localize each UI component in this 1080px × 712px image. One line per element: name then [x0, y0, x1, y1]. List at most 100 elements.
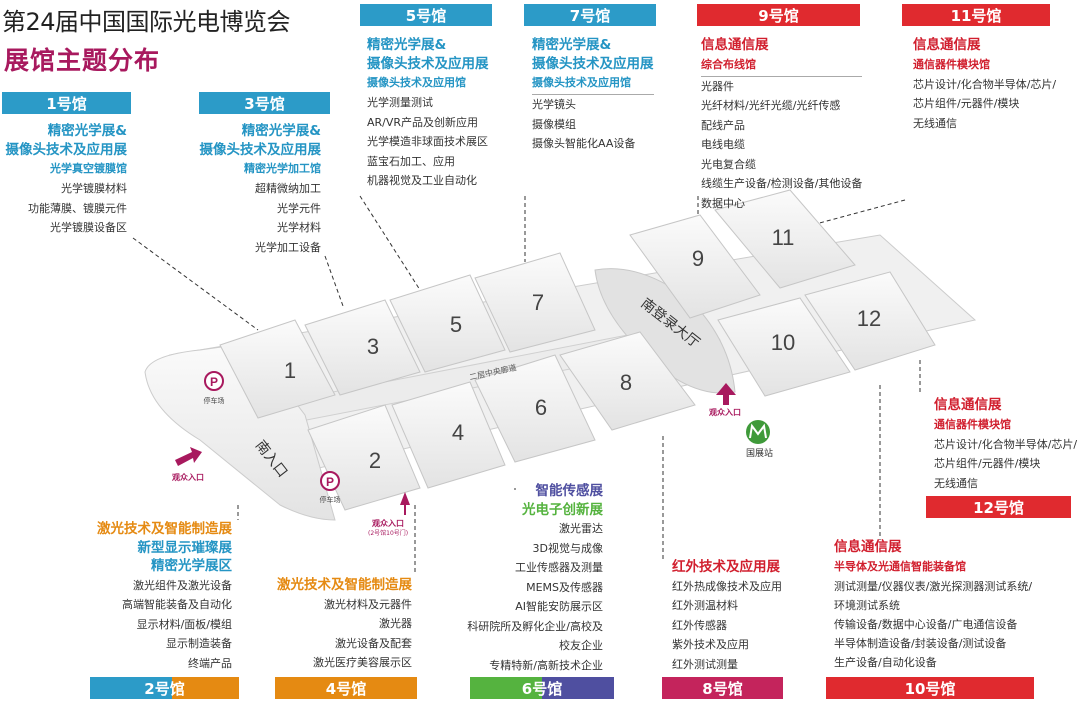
hall-number-1: 1 — [284, 358, 296, 383]
hall-3-item: 超精微纳加工 — [255, 182, 321, 195]
hall-2-item: 显示制造装备 — [166, 637, 232, 650]
hall-1-item: 光学镀膜材料 — [61, 182, 127, 195]
hall-10-subhall: 半导体及光通信智能装备馆 — [834, 559, 966, 573]
hall-9-header: 9号馆 — [697, 4, 860, 26]
hall-9-subhall: 综合布线馆 — [701, 55, 863, 77]
hall-7-title-2: 摄像头技术及应用展 — [532, 55, 654, 72]
hall-6-item: 3D视觉与成像 — [532, 541, 603, 555]
hall-5-subhall: 摄像头技术及应用馆 — [367, 76, 466, 89]
hall-3-subhall: 精密光学加工馆 — [244, 162, 321, 175]
hall-number-2: 2 — [369, 448, 381, 473]
hall-6-item: 激光雷达 — [559, 522, 603, 535]
hall-number-9: 9 — [692, 246, 704, 271]
hall-block-5 — [389, 274, 506, 373]
hall-9-item: 数据中心 — [701, 196, 745, 210]
hall-12-subhall: 通信器件模块馆 — [934, 417, 1011, 431]
visitor-entrance-label: 观众入口 — [172, 472, 204, 482]
parking-icon: P — [320, 471, 340, 491]
hall-1-header: 1号馆 — [2, 92, 131, 114]
hall-2-header: 2号馆 — [90, 677, 239, 699]
hall-7-item: 摄像模组 — [532, 117, 576, 131]
hall-5-item: 机器视觉及工业自动化 — [367, 174, 477, 187]
hall-10-title: 信息通信展 — [834, 539, 902, 555]
hall-6-title-1: 智能传感展 — [535, 483, 604, 499]
hall-8-item: 红外热成像技术及应用 — [672, 579, 782, 593]
parking-icon: P — [204, 371, 224, 391]
hall-9-item: 光纤材料/光纤光缆/光纤传感 — [701, 99, 841, 112]
hall-number-11: 11 — [772, 225, 795, 250]
visitor-entrance-note: (2号馆10号门) — [368, 529, 408, 537]
hall-12-item: 芯片设计/化合物半导体/芯片/ — [934, 437, 1078, 451]
hall-number-10: 10 — [771, 330, 795, 355]
hall-5-item: 蓝宝石加工、应用 — [367, 154, 455, 168]
hall-11-title: 信息通信展 — [913, 37, 981, 53]
visitor-entrance-label: 观众入口 — [709, 407, 741, 417]
hall-3-title-1: 精密光学展& — [241, 123, 321, 139]
hall-10-header: 10号馆 — [826, 677, 1034, 699]
hall-2-item: 终端产品 — [188, 656, 232, 670]
hall-9-item: 电线电缆 — [701, 138, 745, 151]
page-title: 第24届中国国际光电博览会 — [2, 8, 291, 36]
hall-3-title-2: 摄像头技术及应用展 — [199, 141, 322, 158]
svg-text:P: P — [210, 375, 218, 389]
hall-12-info: 信息通信展 通信器件模块馆 芯片设计/化合物半导体/芯片/ 芯片组件/元器件/模… — [934, 396, 1077, 493]
hall-3-item: 光学元件 — [277, 201, 321, 215]
hall-2-title-1: 激光技术及智能制造展 — [97, 521, 232, 537]
hall-block-4 — [391, 381, 506, 489]
hall-11-item: 无线通信 — [913, 116, 957, 130]
svg-text:P: P — [326, 475, 334, 489]
hall-9-item: 光器件 — [701, 79, 734, 93]
parking-label: 停车场 — [204, 396, 225, 405]
hall-1-item: 功能薄膜、镀膜元件 — [28, 201, 127, 215]
hall-8-info: 红外技术及应用展 红外热成像技术及应用 红外测温材料 红外传感器 紫外技术及应用… — [672, 558, 782, 674]
hall-11-item: 芯片设计/化合物半导体/芯片/ — [913, 77, 1057, 91]
hall-block-6 — [474, 354, 596, 463]
metro-icon — [746, 420, 770, 444]
hall-6-item: AI智能安防展示区 — [515, 600, 603, 613]
south-lobby — [594, 268, 736, 394]
hall-10-item: 测试测量/仪器仪表/激光探测器测试系统/ — [834, 579, 1033, 593]
hall-2-info: 激光技术及智能制造展 新型显示璀璨展 精密光学展区 激光组件及激光设备 高端智能… — [97, 520, 232, 673]
hall-number-6: 6 — [535, 395, 547, 420]
hall-9-item: 光电复合缆 — [701, 157, 756, 171]
hall-4-item: 激光材料及元器件 — [324, 597, 412, 611]
hall-9-item: 配线产品 — [701, 118, 745, 132]
hall-2-item: 激光组件及激光设备 — [133, 578, 232, 592]
hall-2-title-2: 新型显示璀璨展 — [137, 539, 233, 556]
hall-3-info: 精密光学展& 摄像头技术及应用展 精密光学加工馆 超精微纳加工 光学元件 光学材… — [200, 122, 322, 257]
hall-6-item: 工业传感器及测量 — [515, 561, 603, 574]
hall-11-header: 11号馆 — [902, 4, 1050, 26]
hall-10-item: 生产设备/自动化设备 — [834, 655, 937, 669]
hall-2-item: 显示材料/面板/模组 — [136, 617, 232, 631]
hall-9-item: 线缆生产设备/检测设备/其他设备 — [701, 177, 863, 190]
hall-10-item: 环境测试系统 — [834, 598, 900, 612]
hall-8-item: 红外测试测量 — [672, 657, 738, 671]
parking-label: 停车场 — [320, 495, 341, 504]
hall-4-item: 激光器 — [379, 617, 412, 630]
hall-3-header: 3号馆 — [199, 92, 330, 114]
hall-7-title-1: 精密光学展& — [532, 37, 612, 53]
hall-4-title: 激光技术及智能制造展 — [277, 577, 412, 593]
hall-1-info: 精密光学展& 摄像头技术及应用展 光学真空镀膜馆 光学镀膜材料 功能薄膜、镀膜元… — [6, 122, 128, 238]
hall-6-item: 科研院所及孵化企业/高校及 — [467, 619, 603, 633]
hall-5-item: 光学测量测试 — [367, 96, 433, 109]
hall-5-item: AR/VR产品及创新应用 — [367, 115, 479, 129]
hall-5-info: 精密光学展& 摄像头技术及应用展 摄像头技术及应用馆 光学测量测试 AR/VR产… — [367, 36, 489, 191]
hall-1-subhall: 光学真空镀膜馆 — [50, 162, 127, 175]
hall-block-12 — [804, 271, 936, 371]
hall-block-7 — [474, 252, 596, 353]
hall-1-title-1: 精密光学展& — [47, 123, 127, 139]
hall-5-item: 光学模造非球面技术展区 — [367, 135, 488, 148]
hall-8-item: 红外测温材料 — [672, 599, 738, 612]
hall-12-item: 无线通信 — [934, 476, 978, 490]
hall-7-item: 摄像头智能化AA设备 — [532, 137, 636, 150]
entrance-arrow-icon — [175, 447, 202, 466]
hall-number-8: 8 — [620, 370, 632, 395]
hall-11-item: 芯片组件/元器件/模块 — [913, 97, 1020, 110]
hall-block-8 — [559, 331, 696, 431]
hall-5-title-1: 精密光学展& — [367, 37, 447, 53]
south-entrance-area — [144, 342, 336, 521]
hall-number-4: 4 — [452, 420, 464, 445]
hall-block-1 — [219, 319, 336, 419]
hall-10-info: 信息通信展 半导体及光通信智能装备馆 测试测量/仪器仪表/激光探测器测试系统/ … — [834, 538, 1032, 672]
